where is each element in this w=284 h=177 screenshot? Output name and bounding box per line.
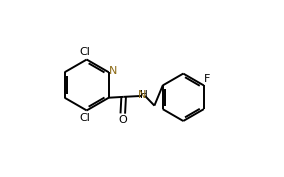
Text: N: N: [108, 66, 117, 76]
Text: N: N: [137, 90, 146, 100]
Text: Cl: Cl: [80, 47, 90, 57]
Text: H: H: [140, 90, 147, 100]
Text: O: O: [118, 115, 127, 125]
Text: F: F: [204, 74, 210, 84]
Text: Cl: Cl: [80, 113, 91, 123]
